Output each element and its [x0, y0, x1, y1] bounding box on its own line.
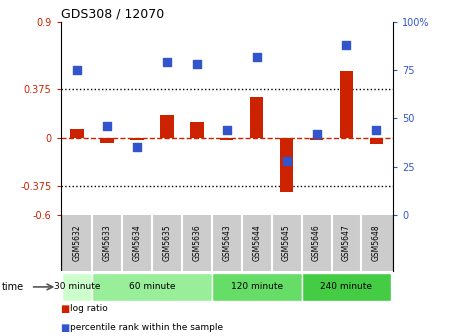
Point [74, 68, 81, 73]
Point [103, 123, 110, 129]
FancyBboxPatch shape [302, 273, 392, 301]
Text: ■: ■ [61, 304, 70, 314]
Text: 30 minute: 30 minute [54, 282, 100, 291]
Text: GSM5632: GSM5632 [73, 225, 82, 261]
Point [163, 60, 171, 65]
Bar [280, 138, 293, 192]
Text: GSM5645: GSM5645 [282, 225, 291, 261]
Point [223, 127, 230, 133]
Text: GSM5644: GSM5644 [252, 225, 261, 261]
Bar [190, 122, 203, 138]
Bar [220, 138, 233, 140]
Text: GSM5634: GSM5634 [132, 225, 141, 261]
Bar [250, 96, 264, 138]
Point [133, 145, 141, 150]
Text: GSM5648: GSM5648 [372, 225, 381, 261]
Point [343, 42, 350, 48]
Text: percentile rank within the sample: percentile rank within the sample [70, 323, 223, 332]
Text: GSM5643: GSM5643 [222, 225, 231, 261]
Point [373, 127, 380, 133]
Text: ■: ■ [61, 323, 70, 333]
Point [313, 131, 320, 136]
Point [253, 54, 260, 59]
Bar [340, 71, 353, 138]
Bar [70, 129, 84, 138]
Text: GSM5647: GSM5647 [342, 225, 351, 261]
Point [283, 158, 290, 164]
Bar [130, 138, 144, 140]
Text: GSM5636: GSM5636 [192, 225, 201, 261]
FancyBboxPatch shape [92, 273, 212, 301]
Text: GDS308 / 12070: GDS308 / 12070 [61, 8, 164, 21]
Bar [160, 115, 174, 138]
Text: GSM5633: GSM5633 [102, 225, 111, 261]
Point [193, 61, 200, 67]
Bar [100, 138, 114, 143]
Bar [310, 138, 323, 140]
Text: 60 minute: 60 minute [129, 282, 175, 291]
FancyBboxPatch shape [62, 273, 92, 301]
Text: GSM5635: GSM5635 [163, 225, 172, 261]
FancyBboxPatch shape [212, 273, 302, 301]
Text: log ratio: log ratio [70, 304, 107, 313]
Text: GSM5646: GSM5646 [312, 225, 321, 261]
Bar [370, 138, 383, 144]
Text: 240 minute: 240 minute [321, 282, 373, 291]
Text: time: time [2, 282, 24, 292]
Text: 120 minute: 120 minute [231, 282, 283, 291]
